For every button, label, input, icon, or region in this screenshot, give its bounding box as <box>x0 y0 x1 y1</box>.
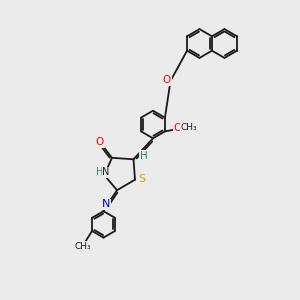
Text: O: O <box>174 122 182 133</box>
Text: O: O <box>96 137 104 147</box>
Text: H: H <box>96 167 103 177</box>
Text: H: H <box>140 151 148 161</box>
Text: N: N <box>102 167 110 177</box>
Text: N: N <box>102 199 110 209</box>
Text: CH₃: CH₃ <box>75 242 92 250</box>
Text: CH₃: CH₃ <box>180 123 197 132</box>
Text: S: S <box>138 174 145 184</box>
Text: O: O <box>163 75 171 85</box>
